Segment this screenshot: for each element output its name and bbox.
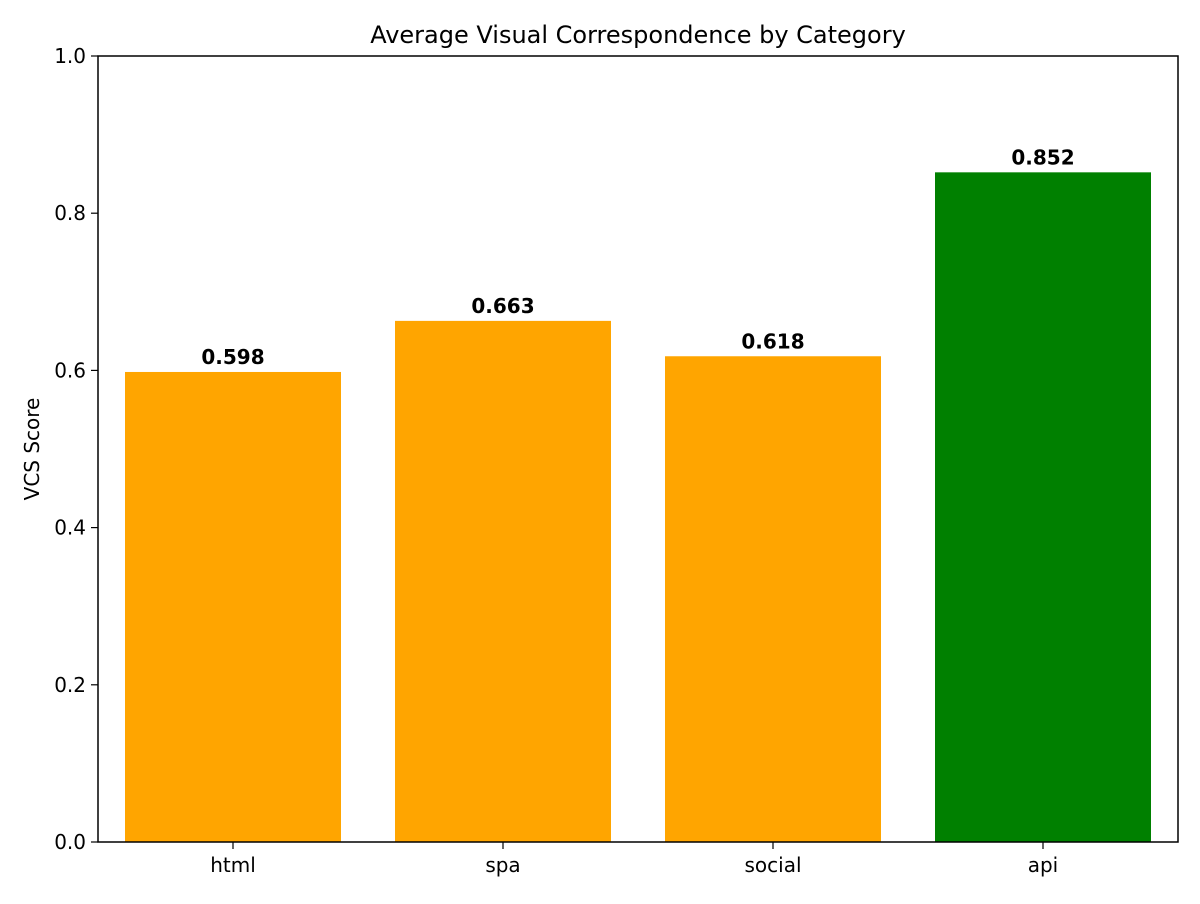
- bar-html: [125, 372, 341, 842]
- y-axis-label: VCS Score: [20, 398, 44, 501]
- x-tick-label-api: api: [1028, 853, 1059, 877]
- y-tick-label: 1.0: [54, 44, 86, 68]
- bar-spa: [395, 321, 611, 842]
- y-tick-label: 0.0: [54, 830, 86, 854]
- bar-api: [935, 172, 1151, 842]
- x-axis: html spa social api: [210, 842, 1058, 877]
- x-tick-label-spa: spa: [485, 853, 520, 877]
- x-tick-label-social: social: [744, 853, 801, 877]
- x-tick-label-html: html: [210, 853, 256, 877]
- data-label-api: 0.852: [1011, 145, 1074, 169]
- y-tick-label: 0.6: [54, 358, 86, 382]
- y-tick-label: 0.4: [54, 516, 86, 540]
- y-tick-label: 0.8: [54, 201, 86, 225]
- data-label-social: 0.618: [741, 329, 804, 353]
- chart-title: Average Visual Correspondence by Categor…: [370, 21, 906, 49]
- data-label-spa: 0.663: [471, 294, 534, 318]
- data-label-html: 0.598: [201, 345, 264, 369]
- y-tick-label: 0.2: [54, 673, 86, 697]
- bar-social: [665, 356, 881, 842]
- y-axis: 0.0 0.2 0.4 0.6 0.8 1.0: [54, 44, 98, 854]
- bars-group: 0.598 0.663 0.618 0.852: [125, 145, 1151, 842]
